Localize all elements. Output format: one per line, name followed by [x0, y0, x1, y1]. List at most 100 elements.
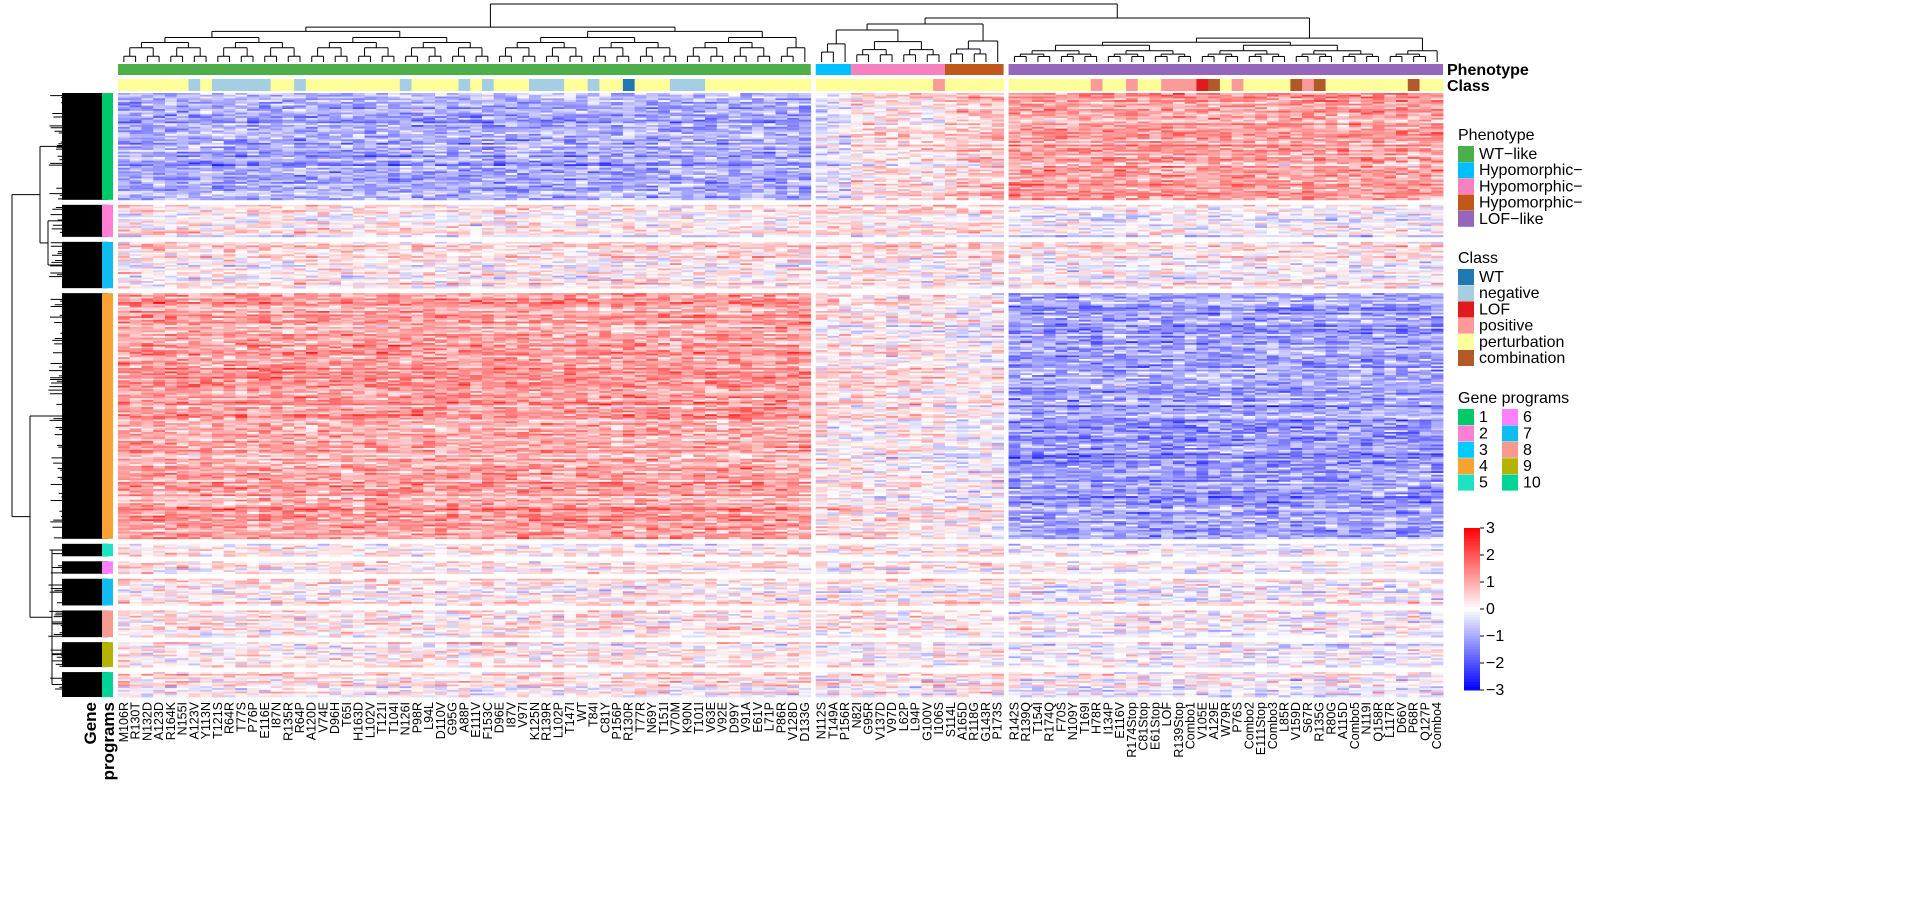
heatmap-cell: [775, 96, 788, 99]
heatmap-cell: [740, 98, 753, 101]
heatmap-cell: [294, 121, 307, 124]
heatmap-cell: [1043, 103, 1056, 106]
heatmap-cell: [1384, 103, 1397, 106]
heatmap-cell: [1161, 116, 1174, 119]
heatmap-cell: [329, 112, 342, 115]
heatmap-cell: [575, 109, 589, 112]
heatmap-cell: [575, 101, 589, 105]
heatmap-cell: [693, 107, 706, 110]
heatmap-cell: [270, 109, 283, 112]
heatmap-cell: [1055, 103, 1068, 106]
heatmap-cell: [763, 110, 776, 113]
heatmap-cell: [839, 103, 852, 106]
heatmap-cell: [352, 105, 365, 108]
heatmap-cell: [827, 107, 840, 110]
heatmap-cell: [435, 101, 448, 105]
heatmap-cell: [599, 107, 612, 110]
heatmap-cell: [1208, 110, 1221, 113]
heatmap-cell: [862, 105, 875, 108]
heatmap-cell: [129, 123, 142, 126]
heatmap-cell: [968, 100, 981, 103]
class-bar-cell: [317, 79, 330, 91]
heatmap-cell: [1278, 119, 1291, 122]
heatmap-cell: [705, 112, 718, 115]
heatmap-cell: [798, 100, 812, 103]
heatmap-cell: [540, 103, 553, 106]
heatmap-cell: [481, 94, 495, 97]
heatmap-cell: [446, 94, 459, 97]
heatmap-cell: [1337, 96, 1350, 99]
heatmap-cell: [164, 107, 178, 110]
heatmap-cell: [399, 112, 412, 115]
heatmap-cell: [1384, 116, 1397, 119]
heatmap-cell: [176, 109, 189, 112]
heatmap-cell: [446, 103, 459, 106]
heatmap-cell: [587, 103, 600, 106]
heatmap-cell: [258, 125, 272, 128]
heatmap-cell: [897, 96, 911, 99]
heatmap-cell: [1243, 100, 1256, 103]
heatmap-cell: [839, 94, 852, 97]
heatmap-cell: [528, 119, 542, 122]
heatmap-cell: [1184, 101, 1197, 105]
heatmap-cell: [968, 96, 981, 99]
heatmap-cell: [850, 112, 864, 115]
heatmap-cell: [1032, 93, 1045, 96]
heatmap-cell: [388, 119, 401, 122]
heatmap-cell: [1079, 101, 1092, 105]
heatmap-cell: [176, 98, 189, 101]
heatmap-cell: [1255, 98, 1268, 101]
class-bar-cell: [481, 79, 495, 91]
class-bar-cell: [1208, 79, 1221, 91]
heatmap-cell: [862, 112, 875, 115]
heatmap-cell: [164, 123, 178, 126]
class-bar-cell: [458, 79, 471, 91]
heatmap-cell: [681, 114, 694, 117]
heatmap-cell: [1278, 94, 1291, 97]
heatmap-cell: [716, 98, 729, 101]
heatmap-cell: [1149, 94, 1162, 97]
heatmap-cell: [258, 93, 272, 96]
heatmap-cell: [1149, 121, 1162, 124]
heatmap-cell: [376, 119, 389, 122]
heatmap-cell: [611, 100, 624, 103]
heatmap-cell: [1114, 121, 1127, 124]
class-bar-cell: [1231, 79, 1244, 91]
heatmap-cell: [446, 112, 459, 115]
heatmap-cell: [740, 109, 753, 112]
heatmap-cell: [622, 103, 636, 106]
heatmap-cell: [991, 121, 1004, 124]
heatmap-cell: [399, 94, 412, 97]
phenotype-bar-segment: [118, 64, 811, 75]
heatmap-cell: [575, 125, 589, 128]
class-bar-cell: [839, 79, 852, 91]
heatmap-cell: [294, 123, 307, 126]
heatmap-cell: [200, 96, 213, 99]
heatmap-cell: [1372, 96, 1385, 99]
heatmap-cell: [352, 96, 365, 99]
heatmap-cell: [341, 100, 354, 103]
heatmap-cell: [1079, 105, 1092, 108]
heatmap-cell: [1137, 94, 1150, 97]
heatmap-cell: [399, 119, 412, 122]
heatmap-cell: [118, 98, 131, 101]
heatmap-cell: [1372, 107, 1385, 110]
heatmap-cell: [1313, 98, 1326, 101]
heatmap-cell: [1067, 119, 1080, 122]
heatmap-cell: [634, 98, 647, 101]
heatmap-cell: [1266, 109, 1280, 112]
heatmap-cell: [1278, 103, 1291, 106]
heatmap-cell: [141, 119, 154, 122]
class-bar-cell: [1349, 79, 1362, 91]
heatmap-cell: [587, 121, 600, 124]
heatmap-cell: [1396, 109, 1409, 112]
heatmap-cell: [188, 117, 201, 121]
heatmap-cell: [1419, 101, 1432, 105]
heatmap-cell: [1137, 100, 1150, 103]
heatmap-cell: [1360, 110, 1373, 113]
heatmap-cell: [921, 125, 934, 128]
heatmap-cell: [1419, 114, 1432, 117]
heatmap-cell: [991, 112, 1004, 115]
heatmap-cell: [317, 93, 330, 96]
heatmap-cell: [446, 98, 459, 101]
